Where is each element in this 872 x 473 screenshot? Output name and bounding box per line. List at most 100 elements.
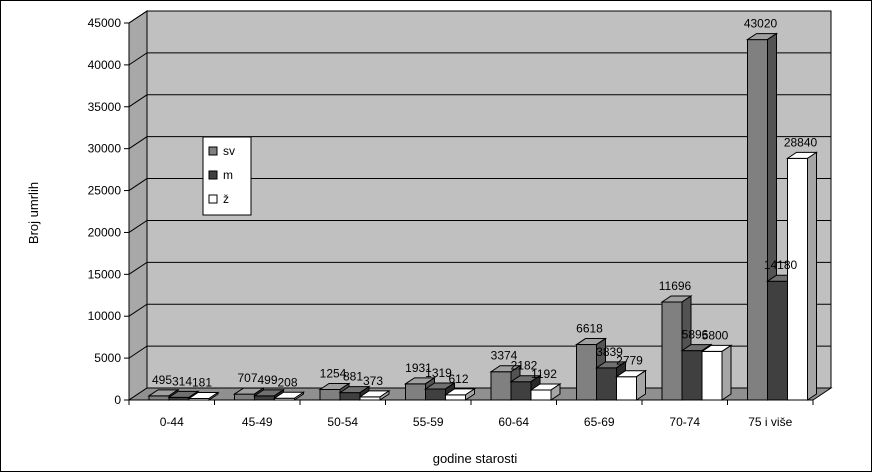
gridline [128,94,831,108]
y-tick-label: 40000 [88,58,122,72]
data-label: 1192 [531,367,557,381]
bar-front [596,367,617,401]
data-label: 43020 [744,17,778,31]
bar-side [208,391,219,401]
bars [147,32,819,401]
data-label: 314 [172,374,192,388]
x-tick-label: 70-74 [669,415,700,429]
data-label: 373 [363,374,383,388]
gridlines [128,10,831,359]
bar-front [701,350,723,401]
bar-front [510,381,532,401]
bar [529,383,562,401]
data-label: 1319 [425,366,452,380]
bar-front [661,301,683,401]
bar-side [807,151,817,401]
data-label: 28840 [784,135,818,149]
bar-front [234,393,255,401]
y-tick-label: 0 [114,393,121,407]
data-label: 2182 [511,359,538,373]
y-tick-label: 10000 [88,309,122,323]
data-label: 11696 [659,279,692,293]
gridline [128,52,831,66]
bar-front [445,394,466,401]
y-tick-label: 15000 [88,267,122,281]
data-label: 1931 [405,361,432,375]
gridline [128,178,831,191]
bar-front [747,39,768,401]
gridline [128,303,831,317]
legend-label: m [223,168,233,182]
bar-side [465,387,475,401]
bar [509,374,542,401]
bar-front [490,371,512,401]
gridline [128,136,831,150]
data-label: 181 [192,375,212,389]
y-tick-label: 5000 [94,351,121,365]
x-tick-label: 0-44 [160,415,184,429]
legend-label: ž [223,192,229,206]
data-label: 499 [257,373,277,387]
data-label: 612 [448,372,468,386]
bar-side [379,389,390,401]
x-tick-label: 75 i više [748,415,792,429]
legend-swatch [208,146,218,156]
bar-side [636,369,646,401]
y-tick-label: 45000 [88,16,122,30]
bar-front [576,344,597,401]
bar-front [319,388,341,401]
bar-front [681,350,703,401]
y-tick-label: 30000 [88,142,122,156]
axes: 0 5000 10000 15000 20000 25000 30000 35000 40000… [88,16,814,429]
data-label: 1254 [320,366,347,380]
bar [785,151,819,401]
bar-side [721,344,732,401]
bar-front [405,383,426,401]
x-tick-label: 60-64 [498,415,529,429]
data-label: 2779 [616,354,643,368]
bar-front [148,395,170,401]
bar [187,391,220,401]
data-label: 208 [277,375,297,389]
bar-front [254,395,275,401]
data-label: 881 [343,370,363,384]
legend-swatch [208,170,218,180]
x-tick-label: 45-49 [242,415,273,429]
data-label: 6618 [576,322,603,336]
y-axis-title: Broj umrlih [26,182,41,244]
y-tick-label: 20000 [88,225,122,239]
legend-label: sv [223,144,235,158]
gridline [128,261,831,275]
bar [443,387,477,401]
bar-side [294,391,304,401]
data-label: 707 [237,371,257,385]
bar [358,389,391,401]
bar-front [339,392,361,401]
bar [614,369,648,401]
data-label: 5800 [702,328,729,342]
legend: sv mž [202,136,252,216]
bar-front [616,376,637,401]
bar [700,344,733,401]
bar [338,385,371,401]
data-label: 5896 [682,328,709,342]
bar-front [767,280,788,401]
gridline [128,219,831,233]
data-label: 14180 [764,258,798,272]
x-tick-label: 65-69 [584,415,615,429]
legend-swatch [208,194,218,204]
y-tick-label: 35000 [88,100,122,114]
data-label: 3839 [596,345,623,359]
bar [272,391,306,401]
y-tick-label: 25000 [88,184,122,198]
data-label: 495 [152,373,172,387]
x-tick-label: 55-59 [413,415,444,429]
data-label: 3374 [491,349,518,363]
x-tick-label: 50-54 [327,415,358,429]
bar-front [425,388,446,401]
side-wall [128,10,148,401]
gridline [128,10,831,24]
